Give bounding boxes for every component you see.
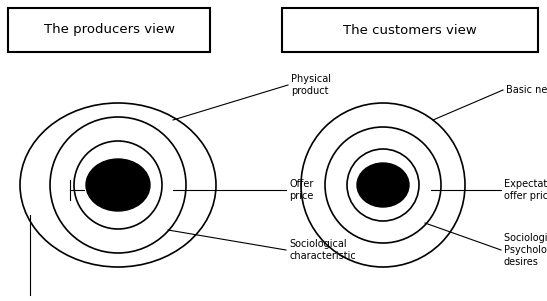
Bar <box>282 8 538 52</box>
Bar <box>8 8 210 52</box>
Ellipse shape <box>86 159 150 211</box>
Text: The customers view: The customers view <box>343 23 477 36</box>
Text: Physical
product: Physical product <box>291 74 331 96</box>
Text: The producers view: The producers view <box>44 23 174 36</box>
Ellipse shape <box>357 163 409 207</box>
Text: Sociological /
Psychological
desires: Sociological / Psychological desires <box>504 233 547 267</box>
Text: Offer
price: Offer price <box>289 179 313 201</box>
Text: Expectations on
offer price: Expectations on offer price <box>504 179 547 201</box>
Text: Sociological
characteristic: Sociological characteristic <box>289 239 356 261</box>
Text: Basic need: Basic need <box>506 85 547 95</box>
